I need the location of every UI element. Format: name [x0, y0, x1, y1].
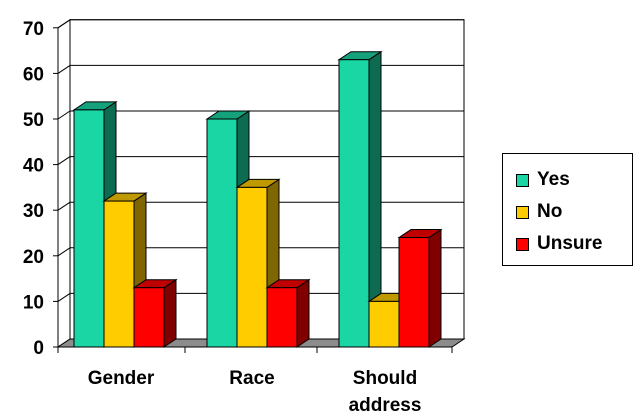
bar-front [236, 186, 268, 348]
chart-legend: Yes No Unsure [502, 153, 633, 266]
x-category-label-line: address [349, 395, 422, 416]
bar-side [428, 228, 442, 348]
bar-front [206, 118, 238, 348]
x-category-label-line: Should [353, 368, 417, 389]
bar-side [296, 278, 310, 348]
gridline-side [57, 64, 71, 74]
gridline-side [57, 292, 71, 302]
x-category-label: Race [229, 368, 274, 389]
legend-swatch-no [516, 205, 529, 219]
legend-label-yes: Yes [537, 169, 570, 190]
y-tick-label: 0 [33, 338, 44, 359]
legend-item-no: No [516, 196, 632, 228]
x-category-label: Should address [349, 368, 422, 416]
legend-label-unsure: Unsure [537, 233, 603, 254]
x-category-label: Gender [88, 368, 155, 389]
legend-swatch-unsure [516, 237, 529, 251]
gridline-side [57, 19, 71, 29]
gridline-side [57, 110, 71, 120]
bar-front [338, 59, 370, 348]
legend-swatch-yes [516, 173, 529, 187]
legend-item-yes: Yes [516, 164, 632, 196]
y-tick-label: 40 [23, 156, 44, 177]
y-tick-label: 70 [23, 19, 44, 40]
bar [102, 192, 148, 348]
legend-label-no: No [537, 201, 563, 222]
chart-bars [72, 50, 443, 348]
bar-front [103, 200, 135, 348]
y-tick-label: 60 [23, 64, 44, 85]
bar-front [266, 287, 298, 348]
bar-side [163, 278, 177, 348]
bar [337, 50, 383, 348]
gridline-side [57, 201, 71, 211]
gridline-side [57, 247, 71, 257]
bar-front [133, 287, 165, 348]
y-tick-label: 10 [23, 292, 44, 313]
bar-front [398, 237, 430, 348]
bar-front [73, 109, 105, 348]
bar [397, 228, 443, 348]
y-tick-label: 30 [23, 201, 44, 222]
bar-front [368, 300, 400, 348]
y-tick-label: 50 [23, 110, 44, 131]
legend-item-unsure: Unsure [516, 228, 632, 260]
chart-axes: 0 10 20 30 40 50 60 70 Gender Race Should address [23, 19, 453, 416]
y-tick-label: 20 [23, 247, 44, 268]
bar [265, 278, 311, 348]
gridline-side [57, 156, 71, 166]
bar [132, 278, 178, 348]
